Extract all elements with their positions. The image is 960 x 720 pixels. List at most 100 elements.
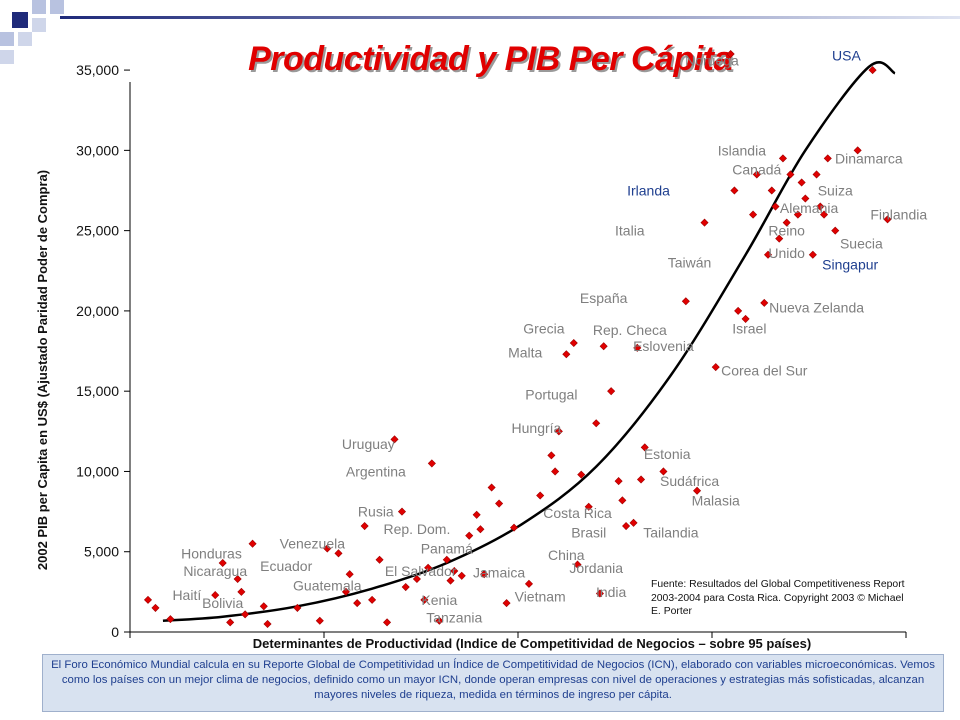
data-point [263,619,272,628]
data-point [368,595,377,604]
data-point [823,154,832,163]
data-point [749,210,758,219]
data-point [465,531,474,540]
data-point [502,599,511,608]
data-point [248,539,257,548]
data-point [734,306,743,315]
data-point [693,486,702,495]
country-label: Honduras [181,545,242,561]
data-point [573,560,582,569]
country-label: Ecuador [260,558,312,574]
trend-line [162,61,896,623]
country-label: Finlandia [870,207,927,223]
data-point [341,587,350,596]
data-point [218,558,227,567]
country-label: Uruguay [342,436,395,452]
country-label: Costa Rica [543,505,612,521]
country-label: Tanzania [426,610,482,626]
country-label: Israel [732,321,766,337]
x-axis-ticks [129,632,907,638]
y-tick-label: 10,000 [76,463,119,479]
data-point [883,215,892,224]
data-point [476,525,485,534]
country-label: Vietnam [515,589,566,605]
data-point [853,146,862,155]
data-point [334,549,343,558]
y-tick-label: 35,000 [76,62,119,78]
y-axis-ticks: 0 5,000 10,000 15,000 20,000 25,000 30,000 35,0… [76,62,130,640]
country-label: Reino [768,223,805,239]
data-point [599,342,608,351]
country-label: Portugal [525,386,577,402]
data-point [233,574,242,584]
country-label: Nicaragua [183,563,247,579]
data-point [577,470,586,479]
data-point [547,451,556,460]
data-point [640,443,649,452]
data-point [760,298,769,307]
data-point [353,599,362,608]
page-title: Productividad y PIB Per Cápita [248,40,732,78]
y-tick-label: 15,000 [76,383,119,399]
country-label: España [580,290,628,306]
corner-square-navy [12,12,28,28]
data-point [868,66,877,75]
country-label: Alemania [780,200,839,216]
country-label: Hungría [512,420,562,436]
data-point [763,250,773,259]
data-point [820,210,829,219]
data-point [211,591,220,600]
data-point [554,427,563,436]
y-tick-label: 20,000 [76,303,119,319]
data-point [412,574,421,584]
data-point [226,618,235,627]
data-point [383,618,392,627]
country-label: Italia [615,223,645,239]
country-label: China [548,547,585,563]
data-point [629,518,638,527]
country-label: Irlanda [627,182,670,198]
data-point [562,350,571,359]
country-label: Brasil [571,524,606,540]
data-point [812,170,821,179]
country-label: Malta [508,345,542,361]
country-label: Corea del Sur [721,362,808,378]
data-point [323,544,332,553]
data-point [427,459,436,468]
data-point [681,297,690,306]
country-label: Rep. Dom. [383,521,450,537]
country-label: Tailandia [643,524,698,540]
corner-square-light [32,18,46,32]
data-point [345,570,354,579]
data-point [551,467,560,476]
data-point [636,475,646,484]
data-point [793,210,802,219]
data-point [786,170,795,179]
country-label: Grecia [523,321,564,337]
country-label: India [596,584,627,600]
data-point [801,194,810,203]
data-point [584,502,593,511]
data-point [816,202,825,211]
data-point [524,579,533,588]
data-point [622,522,631,531]
footer-description: El Foro Económico Mundial calcula en su … [42,654,944,712]
country-label: Suecia [840,235,883,251]
data-point [730,186,739,195]
data-point [726,50,735,59]
data-point [259,602,268,611]
country-label: Bolivia [202,595,243,611]
country-label: Panamá [421,541,473,557]
country-label: Venezuela [280,536,346,552]
data-point [592,419,601,428]
country-label: Kenia [421,592,457,608]
country-label: Taiwán [668,255,712,271]
country-label: Unido [768,245,805,261]
source-note: Fuente: Resultados del Global Competitiv… [651,579,905,617]
country-label: Jamaica [473,565,525,581]
data-point [607,387,616,396]
data-point [442,555,451,564]
data-point [435,616,444,625]
data-point [241,610,250,619]
